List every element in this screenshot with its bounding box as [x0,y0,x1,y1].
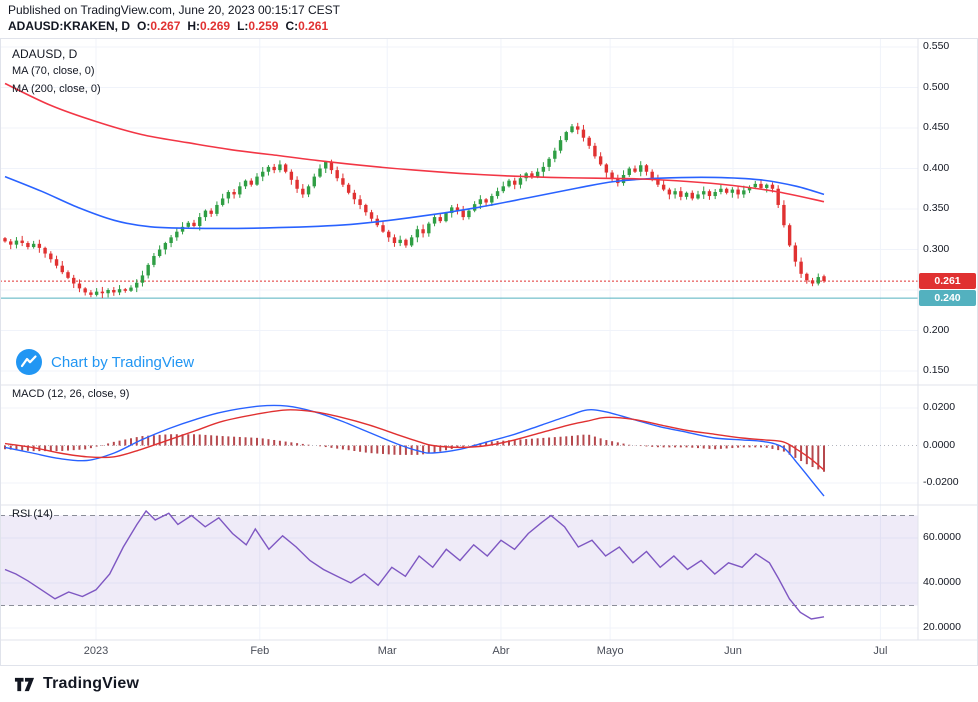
price-axis-label: 0.550 [923,40,950,52]
footer: TradingView [0,666,978,702]
rsi-axis-label: 60.0000 [923,531,961,543]
watermark-text: Chart by TradingView [51,353,195,371]
price-axis-label: 0.400 [923,161,950,174]
time-scale[interactable]: 2023 Feb Mar Abr Mayo Jun Jul [0,645,978,665]
rsi-line [4,509,825,620]
gridlines [0,38,918,640]
price-axis-label: 0.300 [923,242,950,255]
legend-ma200[interactable]: MA (200, close, 0) [12,83,101,95]
support-level-badge: 0.240 [919,290,976,307]
legend-ma70[interactable]: MA (70, close, 0) [12,65,95,77]
price-axis-label: 0.200 [923,323,950,336]
published-line: Published on TradingView.com, June 20, 2… [8,3,340,17]
macd-histogram [4,434,825,472]
low-value: L:0.259 [237,19,279,33]
tradingview-footer-logo-icon[interactable] [14,674,35,695]
last-price-badge: 0.261 [919,273,976,290]
time-axis-label[interactable]: Jun [724,645,742,657]
time-axis-label[interactable]: Mayo [596,645,624,657]
tradingview-logo-icon [16,349,42,375]
time-axis-label[interactable]: Feb [250,645,270,657]
open-value: O:0.267 [137,19,181,33]
rsi-pane-label[interactable]: RSI (14) [12,508,53,520]
chart-area: ADAUSD, D MA (70, close, 0) MA (200, clo… [0,38,978,666]
macd-pane-label[interactable]: MACD (12, 26, close, 9) [12,388,130,400]
time-axis-label[interactable]: Jul [873,645,888,657]
price-axis-label: 0.150 [923,364,950,376]
price-levels [0,280,918,299]
ma-overlays [4,82,825,230]
rsi-axis-label: 20.0000 [923,621,961,633]
tradingview-watermark[interactable]: Chart by TradingView [16,349,194,375]
symbol-name: ADAUSD:KRAKEN, D [8,19,130,33]
high-value: H:0.269 [187,19,231,33]
close-value: C:0.261 [285,19,329,33]
macd-axis-label: 0.0200 [923,401,956,413]
price-axis-label: 0.350 [923,202,950,214]
candlestick-series [3,122,826,299]
signal-line [4,409,825,471]
time-axis-label[interactable]: Mar [377,645,397,657]
legend-symbol[interactable]: ADAUSD, D [12,47,78,61]
symbol-ohlc-line: ADAUSD:KRAKEN, D O:0.267 H:0.269 L:0.259 C:0… [8,19,978,33]
macd-line [4,404,825,497]
panel-borders [0,38,978,666]
macd-axis-label: -0.0200 [923,476,959,488]
price-axis-label: 0.500 [923,80,950,93]
time-axis-label[interactable]: Abr [492,645,510,657]
chart-canvas[interactable] [0,38,978,666]
time-axis-label[interactable]: 2023 [83,645,109,657]
rsi-axis-label: 40.0000 [923,576,961,588]
price-axis-label: 0.450 [923,121,950,133]
footer-brand-text[interactable]: TradingView [43,675,140,692]
header: Published on TradingView.com, June 20, 2… [0,0,978,38]
macd-axis-label: 0.0000 [923,438,956,451]
